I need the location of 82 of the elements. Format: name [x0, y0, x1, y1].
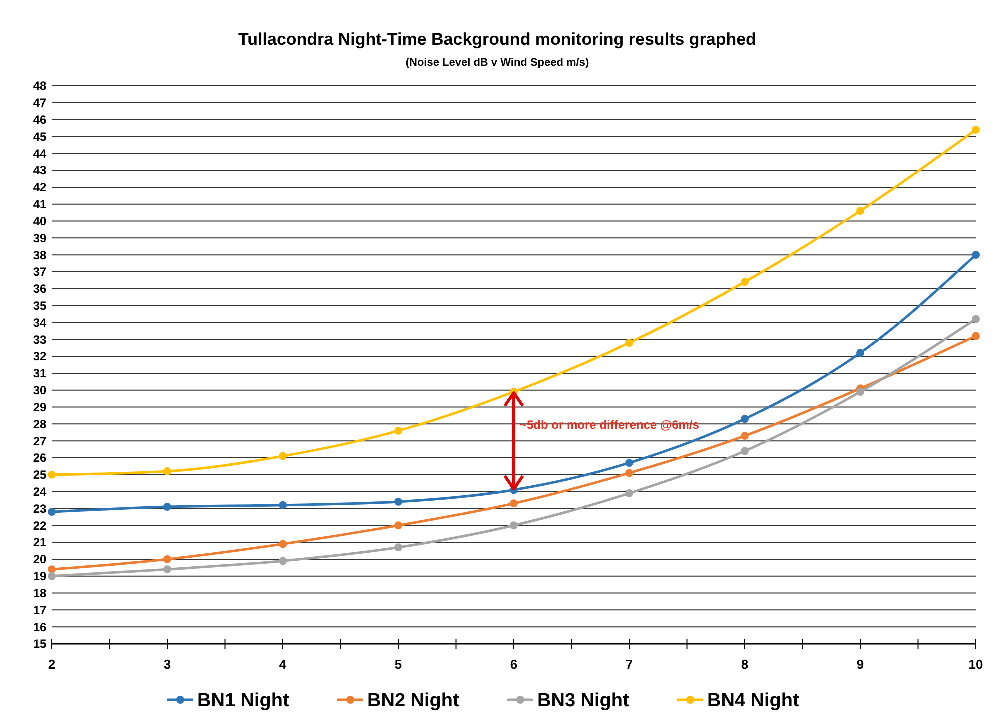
point — [856, 388, 864, 396]
point — [510, 522, 518, 530]
point — [394, 426, 402, 435]
point — [741, 415, 749, 424]
y-tick-label: 31 — [33, 366, 47, 381]
y-tick-label: 45 — [33, 130, 47, 144]
point — [394, 498, 402, 506]
y-tick-label: 24 — [33, 485, 47, 500]
y-tick-label: 41 — [33, 198, 47, 212]
point — [279, 557, 287, 566]
y-tick-label: 42 — [33, 180, 47, 195]
y-tick-label: 22 — [33, 518, 47, 533]
y-tick-label: 35 — [33, 299, 47, 314]
point — [394, 544, 402, 552]
point — [972, 126, 980, 134]
y-tick-label: 43 — [33, 164, 47, 178]
legend-label: BN1 Night — [198, 690, 290, 712]
point — [510, 500, 518, 508]
y-tick-label: 37 — [33, 265, 47, 280]
point — [741, 432, 749, 440]
point — [164, 503, 172, 512]
y-tick-label: 15 — [33, 637, 47, 652]
point — [48, 508, 56, 516]
x-tick-label: 3 — [164, 657, 172, 672]
y-tick-label: 30 — [33, 384, 47, 398]
y-tick-label: 32 — [33, 350, 47, 364]
y-tick-label: 20 — [33, 552, 47, 567]
point — [394, 522, 402, 530]
y-tick-label: 48 — [33, 79, 47, 94]
point — [279, 452, 287, 460]
point — [626, 339, 634, 348]
point — [48, 566, 56, 574]
y-tick-label: 28 — [33, 417, 47, 432]
y-tick-label: 33 — [33, 332, 47, 347]
y-tick-label: 16 — [33, 620, 47, 634]
y-tick-label: 34 — [33, 316, 47, 330]
x-tick-label: 4 — [279, 657, 288, 672]
x-tick-label: 6 — [510, 657, 518, 672]
chart-subtitle: (Noise Level dB v Wind Speed m/s) — [406, 57, 590, 69]
point — [626, 469, 634, 478]
point — [626, 459, 634, 468]
x-tick-label: 8 — [741, 657, 749, 672]
point — [741, 447, 749, 456]
y-tick-label: 39 — [33, 231, 47, 246]
y-tick-label: 26 — [33, 451, 47, 466]
point — [48, 470, 56, 479]
point — [164, 555, 172, 564]
point — [972, 251, 980, 260]
point — [972, 315, 980, 324]
y-tick-label: 27 — [33, 434, 47, 448]
point — [972, 332, 980, 340]
y-tick-label: 18 — [33, 586, 47, 600]
legend-label: BN3 Night — [538, 690, 630, 712]
y-tick-label: 47 — [33, 96, 47, 110]
chart-title: Tullacondra Night-Time Background monitoring results graphed — [238, 30, 756, 49]
y-tick-label: 44 — [33, 146, 47, 161]
x-tick-label: 9 — [856, 657, 864, 672]
point — [856, 349, 864, 358]
y-tick-label: 19 — [33, 570, 47, 584]
point — [164, 566, 172, 574]
point — [279, 501, 287, 510]
point — [626, 490, 634, 498]
legend-label: BN4 Night — [708, 690, 800, 712]
y-tick-label: 38 — [33, 248, 47, 262]
x-tick-label: 5 — [394, 657, 402, 672]
y-tick-label: 40 — [33, 214, 47, 228]
point — [741, 278, 749, 286]
y-tick-label: 46 — [33, 113, 47, 128]
y-tick-label: 17 — [33, 603, 47, 618]
legend-label: BN2 Night — [368, 690, 460, 712]
x-tick-label: 10 — [968, 657, 984, 672]
point — [856, 207, 864, 216]
x-tick-label: 2 — [48, 657, 56, 672]
point — [279, 540, 287, 548]
y-tick-label: 23 — [33, 502, 47, 516]
x-tick-label: 7 — [626, 657, 634, 672]
y-tick-label: 36 — [33, 282, 47, 296]
y-tick-label: 25 — [33, 468, 47, 482]
y-tick-label: 21 — [33, 536, 47, 550]
point — [48, 572, 56, 580]
point — [164, 468, 172, 476]
y-tick-label: 29 — [33, 400, 47, 414]
